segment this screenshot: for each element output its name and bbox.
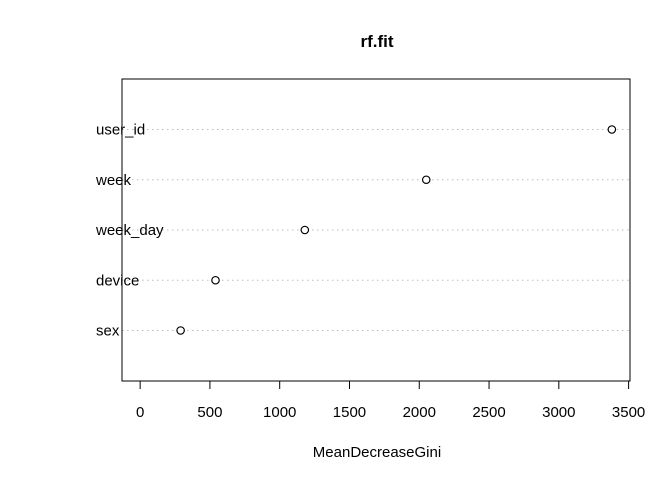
data-point (176, 326, 185, 335)
category-label: week (95, 172, 132, 189)
x-tick-label: 2000 (403, 404, 436, 421)
x-tick-label: 0 (136, 404, 144, 421)
category-label: device (96, 272, 139, 289)
x-tick-label: 3500 (612, 404, 645, 421)
x-tick-label: 3000 (542, 404, 575, 421)
x-tick-label: 2500 (472, 404, 505, 421)
x-tick-label: 1000 (263, 404, 296, 421)
x-axis: 0 500 1000 1500 2000 2500 3000 3500 (136, 380, 645, 421)
x-tick-label: 1500 (333, 404, 366, 421)
category-label: sex (96, 323, 120, 340)
category-label: week_day (95, 222, 164, 239)
x-axis-label: MeanDecreaseGini (313, 444, 441, 461)
chart-title: rf.fit (360, 32, 393, 51)
data-point (607, 125, 617, 134)
x-tick-label: 500 (197, 404, 222, 421)
data-point (211, 275, 220, 285)
data-point (421, 175, 431, 185)
category-label: user_id (96, 122, 145, 139)
data-point (300, 225, 310, 235)
